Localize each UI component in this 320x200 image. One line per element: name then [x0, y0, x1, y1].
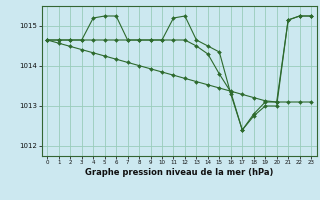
X-axis label: Graphe pression niveau de la mer (hPa): Graphe pression niveau de la mer (hPa): [85, 168, 273, 177]
